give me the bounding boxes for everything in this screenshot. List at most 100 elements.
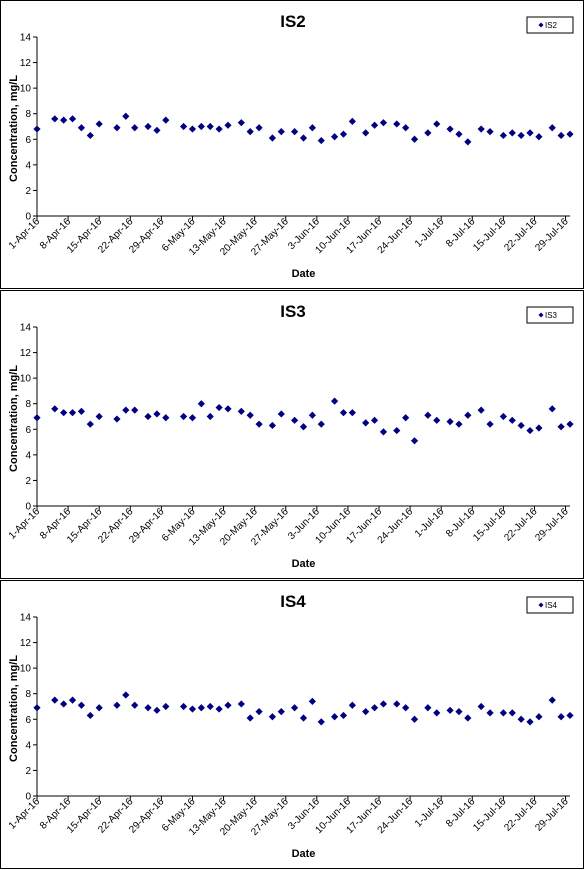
- data-point: [131, 406, 139, 414]
- data-point: [153, 706, 161, 714]
- data-point: [122, 112, 130, 120]
- data-point: [348, 701, 356, 709]
- data-point: [113, 415, 121, 423]
- data-point: [330, 397, 339, 405]
- data-point: [499, 412, 507, 421]
- data-point: [51, 115, 59, 123]
- data-point: [188, 705, 197, 713]
- data-point: [433, 416, 441, 424]
- y-axis-label: Concentration, mg/L: [8, 365, 20, 472]
- data-point: [197, 400, 205, 408]
- data-point: [433, 120, 441, 128]
- data-point: [424, 411, 432, 419]
- data-point: [370, 704, 379, 712]
- y-tick-label: 8: [25, 399, 31, 410]
- data-point: [526, 129, 534, 137]
- data-point: [179, 122, 188, 131]
- data-point: [68, 409, 77, 417]
- chart-panel-is3: IS3 0 2 4 6 8 10 12 14 1-Apr-16 8-Apr-16 15-Apr-16 2…: [0, 290, 584, 579]
- data-point: [508, 709, 516, 717]
- y-tick-label: 0: [25, 212, 31, 223]
- data-point: [206, 702, 214, 711]
- chart-title: IS2: [280, 12, 306, 31]
- data-point: [33, 414, 41, 422]
- data-point: [317, 136, 325, 145]
- y-tick-label: 0: [25, 502, 31, 513]
- data-point: [526, 718, 534, 726]
- legend-label: IS4: [545, 601, 558, 610]
- data-point: [402, 704, 410, 712]
- data-point: [566, 420, 574, 428]
- data-point: [246, 411, 254, 419]
- data-point: [60, 700, 68, 708]
- data-point: [557, 423, 565, 431]
- data-point: [339, 711, 348, 720]
- data-point: [477, 406, 485, 414]
- y-tick-label: 4: [25, 160, 31, 171]
- data-point: [255, 124, 263, 132]
- y-tick-label: 14: [20, 33, 32, 44]
- data-point: [393, 700, 401, 708]
- data-point: [486, 709, 494, 717]
- legend-marker: [538, 22, 544, 28]
- y-tick-label: 6: [25, 425, 31, 436]
- data-point: [122, 406, 130, 414]
- data-point: [206, 122, 214, 131]
- data-point: [330, 133, 339, 141]
- legend-label: IS2: [545, 21, 558, 30]
- y-tick-label: 10: [20, 84, 32, 95]
- data-point: [51, 696, 59, 704]
- data-point: [464, 138, 472, 146]
- data-point: [370, 121, 379, 129]
- data-point: [246, 714, 254, 722]
- data-point: [268, 134, 277, 142]
- data-point: [402, 414, 410, 422]
- data-point: [535, 713, 543, 721]
- data-point: [517, 421, 525, 430]
- data-point: [370, 416, 379, 424]
- data-point: [299, 423, 308, 431]
- data-point: [455, 130, 463, 138]
- data-point: [535, 424, 543, 432]
- legend-box: [526, 16, 574, 34]
- data-point: [410, 437, 419, 445]
- data-point: [348, 409, 356, 417]
- x-tick-label: 29-Jul-16: [533, 216, 571, 254]
- legend: IS3: [526, 306, 574, 324]
- data-point: [144, 122, 152, 131]
- x-tick-label: 1-Jul-16: [413, 796, 447, 830]
- data-point: [339, 409, 348, 417]
- data-point: [557, 713, 565, 721]
- data-point: [215, 125, 223, 133]
- data-point: [33, 125, 41, 133]
- data-point: [113, 701, 121, 709]
- y-tick-label: 6: [25, 715, 31, 726]
- data-point: [362, 419, 370, 427]
- data-point: [277, 708, 285, 716]
- data-point: [362, 129, 370, 137]
- data-point: [188, 125, 197, 133]
- y-tick-label: 4: [25, 740, 31, 751]
- x-tick-label: 29-Jul-16: [533, 506, 571, 544]
- data-point: [410, 715, 419, 723]
- data-point: [60, 116, 68, 124]
- data-point: [131, 701, 139, 709]
- data-point: [77, 124, 86, 132]
- data-point: [113, 124, 121, 132]
- data-point: [144, 412, 152, 421]
- data-point: [402, 124, 410, 132]
- data-point: [477, 702, 485, 711]
- data-point: [410, 135, 419, 143]
- data-point: [424, 129, 432, 137]
- data-point: [77, 701, 86, 709]
- x-tick-label: 1-Jul-16: [413, 216, 447, 250]
- y-axis-label: Concentration, mg/L: [8, 655, 20, 762]
- data-point: [339, 130, 348, 138]
- data-point: [237, 119, 245, 127]
- data-point: [499, 131, 507, 140]
- x-tick-label: 1-Jul-16: [413, 506, 447, 540]
- data-point: [268, 713, 277, 721]
- data-point: [508, 416, 516, 424]
- data-point: [33, 704, 41, 712]
- data-point: [566, 130, 574, 138]
